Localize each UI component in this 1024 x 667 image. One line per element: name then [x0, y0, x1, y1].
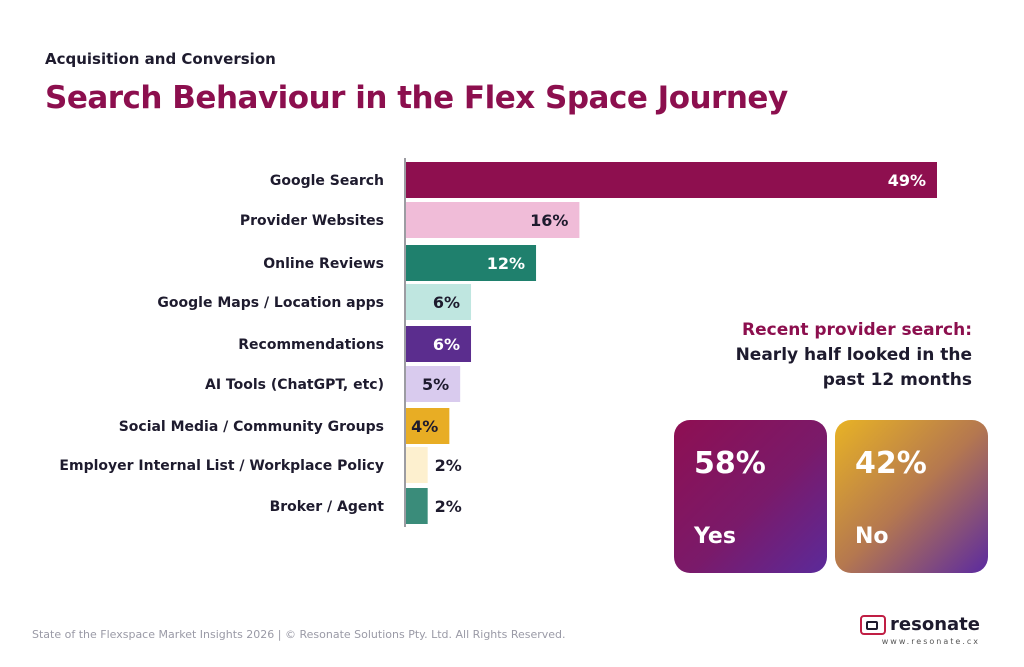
value-label-8: 2%: [435, 497, 462, 516]
category-label-3: Google Maps / Location apps: [157, 295, 384, 311]
category-label-5: AI Tools (ChatGPT, etc): [205, 377, 384, 393]
search-channels-bar-chart: Google Search 49% Provider Websites 16% Onli…: [59, 158, 937, 527]
value-label-3: 6%: [433, 293, 460, 312]
category-label-7: Employer Internal List / Workplace Polic…: [59, 458, 384, 474]
category-label-2: Online Reviews: [263, 256, 384, 272]
bar-7: [406, 447, 428, 483]
bar-6: [406, 408, 450, 444]
yes-label: Yes: [694, 524, 736, 549]
bar-2: [406, 245, 537, 281]
value-label-2: 12%: [487, 254, 525, 273]
resonate-logo-icon: [860, 614, 887, 635]
copyright-footer: State of the Flexspace Market Insights 2…: [32, 628, 566, 641]
category-label-0: Google Search: [270, 173, 384, 189]
bar-3: [406, 284, 472, 320]
value-label-6: 4%: [411, 417, 438, 436]
logo-url: www.resonate.cx: [881, 637, 980, 646]
category-label-4: Recommendations: [238, 337, 384, 353]
yes-stat-card: 58% Yes: [674, 420, 827, 573]
yes-percentage: 58%: [694, 446, 766, 481]
callout-line-1: Nearly half looked in the: [735, 345, 972, 365]
section-eyebrow: Acquisition and Conversion: [45, 50, 276, 68]
value-label-5: 5%: [422, 375, 449, 394]
value-label-7: 2%: [435, 456, 462, 475]
no-percentage: 42%: [855, 446, 927, 481]
resonate-logo: resonate www.resonate.cx: [860, 614, 980, 646]
value-label-4: 6%: [433, 335, 460, 354]
value-label-1: 16%: [530, 211, 568, 230]
no-stat-card: 42% No: [835, 420, 988, 573]
category-label-1: Provider Websites: [240, 213, 384, 229]
bar-4: [406, 326, 472, 362]
recent-search-callout: Recent provider search: Nearly half look…: [736, 318, 972, 393]
no-label: No: [855, 524, 889, 549]
callout-highlight: Recent provider search:: [742, 320, 972, 340]
bar-8: [406, 488, 428, 524]
category-label-8: Broker / Agent: [270, 499, 385, 515]
callout-line-2: past 12 months: [822, 370, 972, 390]
logo-name: resonate: [890, 614, 980, 635]
bar-0: [406, 162, 937, 198]
category-label-6: Social Media / Community Groups: [119, 419, 384, 435]
bar-5: [406, 366, 461, 402]
page-title: Search Behaviour in the Flex Space Journ…: [45, 80, 788, 116]
value-label-0: 49%: [888, 171, 926, 190]
bar-1: [406, 202, 580, 238]
